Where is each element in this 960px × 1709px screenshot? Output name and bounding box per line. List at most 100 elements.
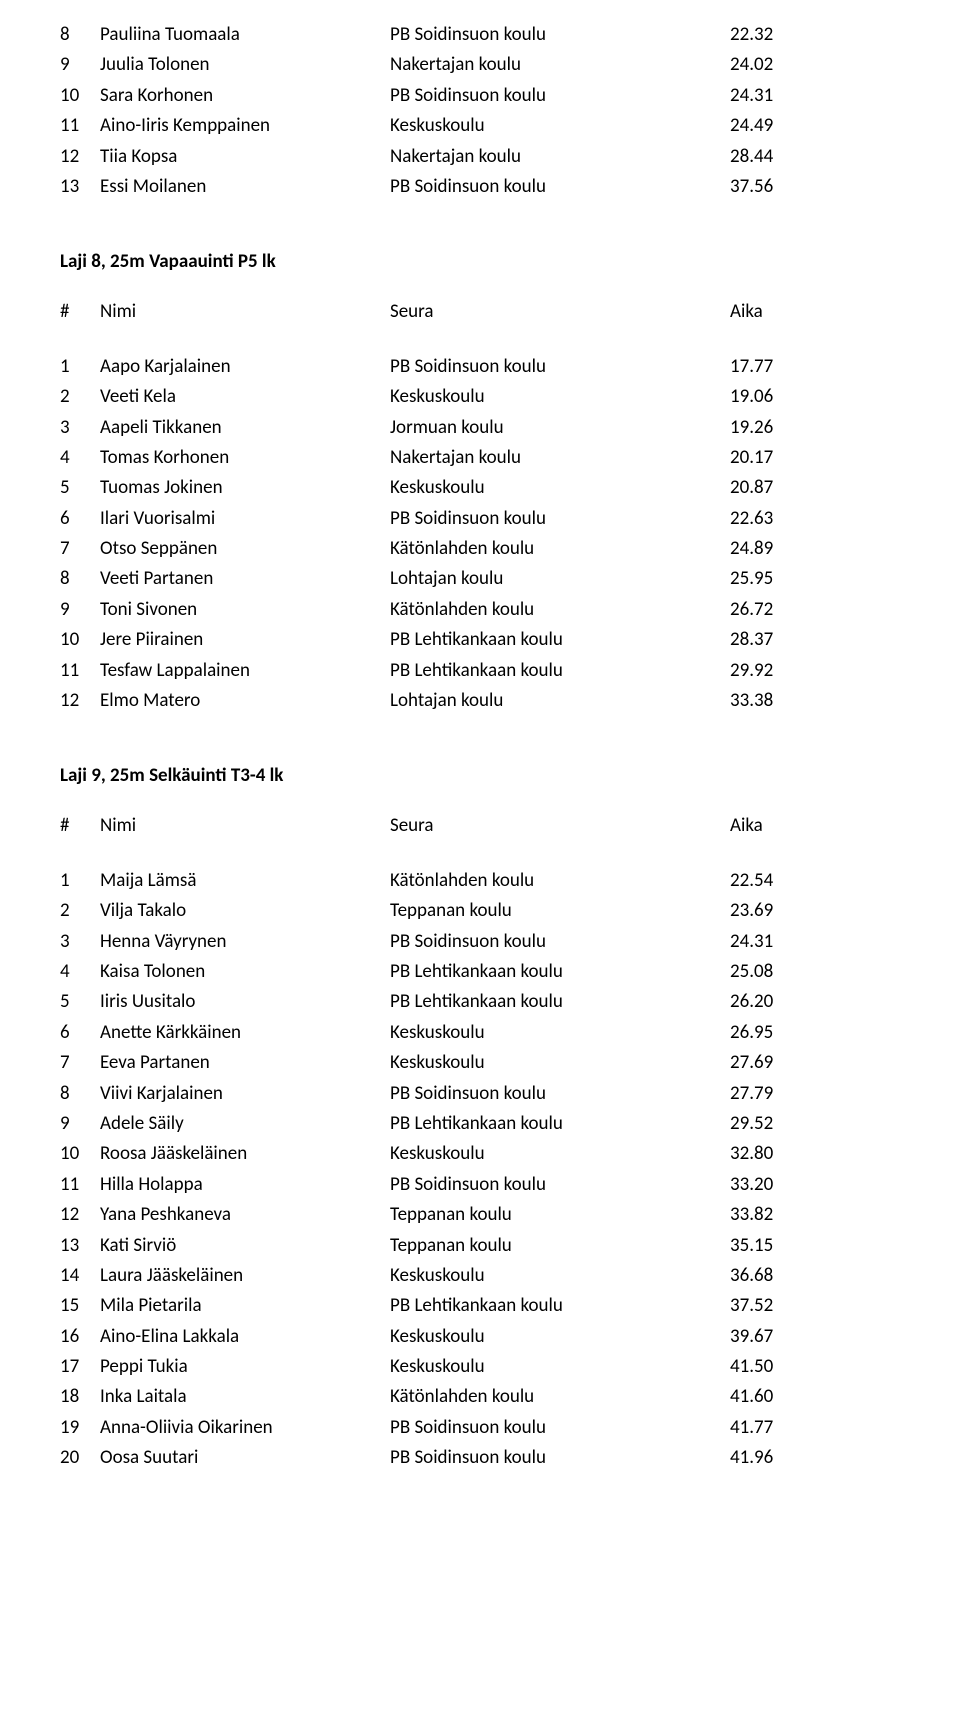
rank-cell: 14 bbox=[60, 1261, 100, 1291]
table-row: 2Vilja TakaloTeppanan koulu23.69 bbox=[60, 896, 900, 926]
time-cell: 29.52 bbox=[730, 1109, 820, 1139]
club-cell: Keskuskoulu bbox=[390, 1261, 730, 1291]
time-cell: 29.92 bbox=[730, 656, 820, 686]
club-cell: Keskuskoulu bbox=[390, 1322, 730, 1352]
time-cell: Aika bbox=[730, 297, 820, 327]
club-cell: Kätönlahden koulu bbox=[390, 534, 730, 564]
table-row: #NimiSeuraAika bbox=[60, 811, 900, 841]
table-row: 6Ilari VuorisalmiPB Soidinsuon koulu22.6… bbox=[60, 504, 900, 534]
club-cell: PB Lehtikankaan koulu bbox=[390, 656, 730, 686]
time-cell: 27.79 bbox=[730, 1079, 820, 1109]
rank-cell: 3 bbox=[60, 927, 100, 957]
name-cell: Jere Piirainen bbox=[100, 625, 390, 655]
time-cell: 24.31 bbox=[730, 81, 820, 111]
table-row: 3Aapeli TikkanenJormuan koulu19.26 bbox=[60, 413, 900, 443]
name-cell: Nimi bbox=[100, 811, 390, 841]
club-cell: PB Soidinsuon koulu bbox=[390, 172, 730, 202]
time-cell: 27.69 bbox=[730, 1048, 820, 1078]
time-cell: 20.17 bbox=[730, 443, 820, 473]
rank-cell: 1 bbox=[60, 352, 100, 382]
name-cell: Veeti Partanen bbox=[100, 564, 390, 594]
rank-cell: 2 bbox=[60, 896, 100, 926]
time-cell: 19.06 bbox=[730, 382, 820, 412]
name-cell: Iiris Uusitalo bbox=[100, 987, 390, 1017]
table-row: 11Tesfaw LappalainenPB Lehtikankaan koul… bbox=[60, 656, 900, 686]
table-row: #NimiSeuraAika bbox=[60, 297, 900, 327]
rank-cell: 18 bbox=[60, 1382, 100, 1412]
name-cell: Aino-Iiris Kemppainen bbox=[100, 111, 390, 141]
rank-cell: 9 bbox=[60, 50, 100, 80]
club-cell: PB Soidinsuon koulu bbox=[390, 927, 730, 957]
rank-cell: 10 bbox=[60, 1139, 100, 1169]
time-cell: 33.82 bbox=[730, 1200, 820, 1230]
rank-cell: 10 bbox=[60, 625, 100, 655]
table-row: 6Anette KärkkäinenKeskuskoulu26.95 bbox=[60, 1018, 900, 1048]
rank-cell: 17 bbox=[60, 1352, 100, 1382]
name-cell: Toni Sivonen bbox=[100, 595, 390, 625]
rank-cell: 7 bbox=[60, 534, 100, 564]
name-cell: Kaisa Tolonen bbox=[100, 957, 390, 987]
time-cell: 33.20 bbox=[730, 1170, 820, 1200]
name-cell: Laura Jääskeläinen bbox=[100, 1261, 390, 1291]
club-cell: Keskuskoulu bbox=[390, 111, 730, 141]
rank-cell: 11 bbox=[60, 656, 100, 686]
time-cell: 41.96 bbox=[730, 1443, 820, 1473]
time-cell: 28.37 bbox=[730, 625, 820, 655]
club-cell: PB Lehtikankaan koulu bbox=[390, 957, 730, 987]
club-cell: PB Soidinsuon koulu bbox=[390, 20, 730, 50]
name-cell: Essi Moilanen bbox=[100, 172, 390, 202]
name-cell: Kati Sirviö bbox=[100, 1231, 390, 1261]
section-title: Laji 8, 25m Vapaauinti P5 lk bbox=[60, 250, 900, 273]
club-cell: Kätönlahden koulu bbox=[390, 595, 730, 625]
club-cell: Teppanan koulu bbox=[390, 896, 730, 926]
club-cell: Seura bbox=[390, 811, 730, 841]
club-cell: PB Lehtikankaan koulu bbox=[390, 625, 730, 655]
rank-cell: 3 bbox=[60, 413, 100, 443]
table-row: 3Henna VäyrynenPB Soidinsuon koulu24.31 bbox=[60, 927, 900, 957]
club-cell: Kätönlahden koulu bbox=[390, 1382, 730, 1412]
section-title: Laji 9, 25m Selkäuinti T3-4 lk bbox=[60, 764, 900, 787]
name-cell: Tesfaw Lappalainen bbox=[100, 656, 390, 686]
rank-cell: 9 bbox=[60, 1109, 100, 1139]
club-cell: Seura bbox=[390, 297, 730, 327]
time-cell: 25.95 bbox=[730, 564, 820, 594]
club-cell: PB Soidinsuon koulu bbox=[390, 504, 730, 534]
table-row: 4Tomas KorhonenNakertajan koulu20.17 bbox=[60, 443, 900, 473]
name-cell: Yana Peshkaneva bbox=[100, 1200, 390, 1230]
table-row: 20Oosa SuutariPB Soidinsuon koulu41.96 bbox=[60, 1443, 900, 1473]
club-cell: Jormuan koulu bbox=[390, 413, 730, 443]
rank-cell: 13 bbox=[60, 172, 100, 202]
time-cell: 39.67 bbox=[730, 1322, 820, 1352]
table-row: 9Toni SivonenKätönlahden koulu26.72 bbox=[60, 595, 900, 625]
time-cell: 22.54 bbox=[730, 866, 820, 896]
rank-cell: 8 bbox=[60, 20, 100, 50]
club-cell: Keskuskoulu bbox=[390, 1139, 730, 1169]
club-cell: Lohtajan koulu bbox=[390, 686, 730, 716]
time-cell: 24.02 bbox=[730, 50, 820, 80]
rank-cell: 11 bbox=[60, 111, 100, 141]
time-cell: 36.68 bbox=[730, 1261, 820, 1291]
rank-cell: 9 bbox=[60, 595, 100, 625]
rank-cell: 11 bbox=[60, 1170, 100, 1200]
time-cell: 37.56 bbox=[730, 172, 820, 202]
rank-cell: 12 bbox=[60, 1200, 100, 1230]
table-row: 12Yana PeshkanevaTeppanan koulu33.82 bbox=[60, 1200, 900, 1230]
table-row: 7Eeva PartanenKeskuskoulu27.69 bbox=[60, 1048, 900, 1078]
rank-cell: 5 bbox=[60, 987, 100, 1017]
table-row: 11Hilla HolappaPB Soidinsuon koulu33.20 bbox=[60, 1170, 900, 1200]
table-row: 1Aapo KarjalainenPB Soidinsuon koulu17.7… bbox=[60, 352, 900, 382]
time-cell: 41.60 bbox=[730, 1382, 820, 1412]
club-cell: Keskuskoulu bbox=[390, 1352, 730, 1382]
name-cell: Elmo Matero bbox=[100, 686, 390, 716]
table-row: 13Essi MoilanenPB Soidinsuon koulu37.56 bbox=[60, 172, 900, 202]
rank-cell: 8 bbox=[60, 564, 100, 594]
name-cell: Anna-Oliivia Oikarinen bbox=[100, 1413, 390, 1443]
club-cell: PB Lehtikankaan koulu bbox=[390, 1291, 730, 1321]
name-cell: Peppi Tukia bbox=[100, 1352, 390, 1382]
rank-cell: 20 bbox=[60, 1443, 100, 1473]
rank-cell: 19 bbox=[60, 1413, 100, 1443]
table-row: 18Inka LaitalaKätönlahden koulu41.60 bbox=[60, 1382, 900, 1412]
rank-cell: 13 bbox=[60, 1231, 100, 1261]
time-cell: 37.52 bbox=[730, 1291, 820, 1321]
club-cell: PB Soidinsuon koulu bbox=[390, 352, 730, 382]
